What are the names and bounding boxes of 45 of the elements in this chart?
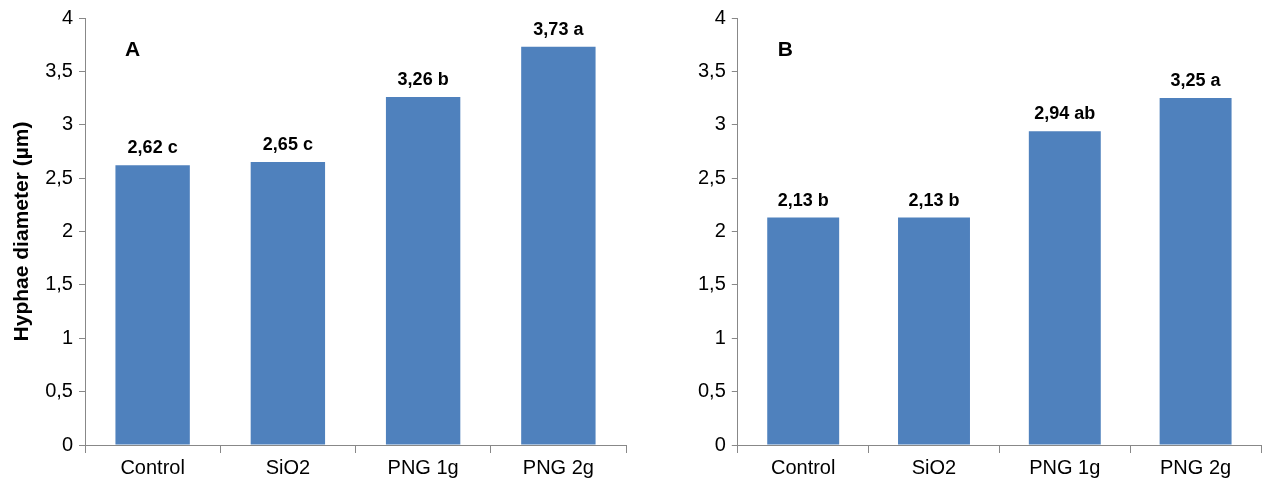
bar [385, 97, 461, 445]
data-label: 3,73 a [533, 18, 585, 39]
x-tick-label: SiO2 [911, 455, 957, 478]
text: B [777, 37, 793, 61]
y-tick-label: 2 [714, 219, 726, 242]
y-tick-label: 3,5 [45, 58, 73, 81]
y-tick-label: 4 [61, 5, 73, 28]
x-tick-label: SiO2 [265, 455, 311, 478]
text: A [125, 37, 141, 61]
data-label: 3,25 a [1170, 70, 1222, 91]
y-tick-label: 3 [714, 112, 726, 135]
bar [1159, 98, 1232, 445]
y-tick-label: 0 [61, 432, 73, 455]
data-label: 3,26 b [397, 68, 449, 89]
bar [767, 217, 840, 445]
data-label: 2,94 ab [1034, 103, 1096, 124]
x-tick-label: Control [120, 455, 185, 478]
x-tick-label: PNG 2g [522, 455, 594, 478]
y-tick-label: 2,5 [45, 165, 73, 188]
y-tick-label: 2 [61, 219, 73, 242]
y-tick-label: 1,5 [45, 272, 73, 295]
data-label: 2,13 b [777, 189, 829, 210]
y-tick-label: 1 [61, 325, 73, 348]
y-tick-label: 1 [714, 325, 726, 348]
bar [521, 46, 596, 445]
x-tick-label: PNG 1g [387, 455, 459, 478]
y-tick-label: 0,5 [45, 379, 73, 402]
bar [115, 165, 190, 445]
y-tick-label: 0,5 [697, 379, 726, 402]
data-label: 2,65 c [262, 134, 313, 155]
y-tick-label: 1,5 [697, 272, 726, 295]
y-tick-label: 3,5 [697, 58, 726, 81]
x-tick-label: Control [770, 455, 836, 478]
y-tick-label: 3 [61, 112, 73, 135]
y-tick-label: 2,5 [697, 165, 726, 188]
bar [1028, 131, 1101, 445]
data-label: 2,13 b [908, 189, 960, 210]
bar [250, 162, 326, 445]
y-axis-title: Hyphae diameter (µm) [9, 121, 33, 342]
y-tick-label: 0 [714, 432, 726, 455]
bar [898, 217, 970, 445]
x-tick-label: PNG 1g [1029, 455, 1101, 478]
y-tick-label: 4 [714, 5, 726, 28]
data-label: 2,62 c [127, 137, 178, 158]
x-tick-label: PNG 2g [1160, 455, 1232, 478]
